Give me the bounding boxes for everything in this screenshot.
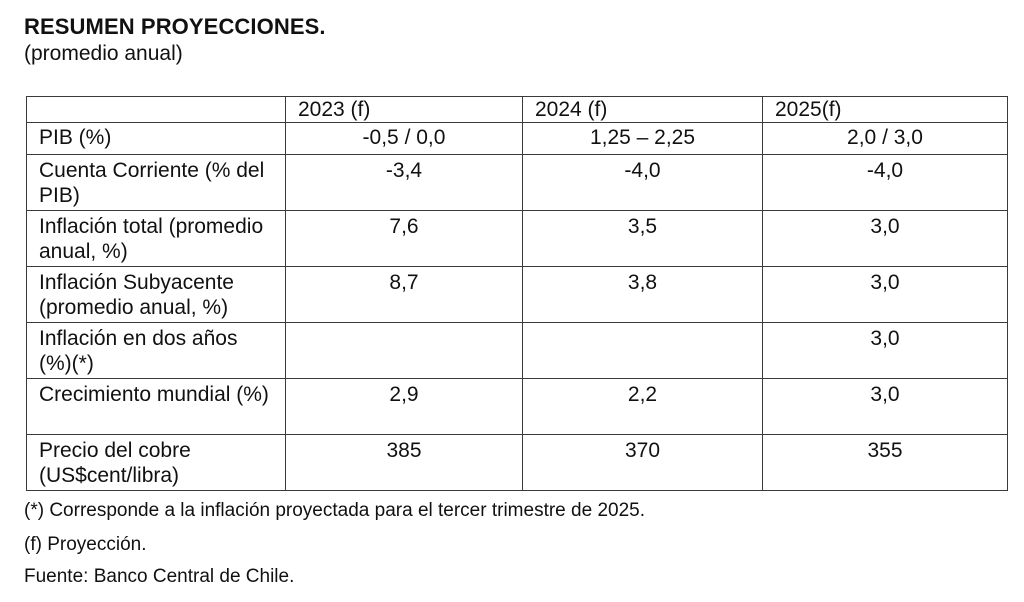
cell-2025: -4,0 [762,154,1008,211]
table-row-crecimiento-mundial: Crecimiento mundial (%) 2,9 2,2 3,0 [26,378,1008,435]
footnote-text: (*) Corresponde a la inflación proyectad… [24,500,645,521]
cell-2024 [522,322,763,379]
cell-2023: 8,7 [285,266,523,323]
row-label: Crecimiento mundial (%) [26,378,286,435]
column-header-empty [26,96,286,123]
row-label: Inflación en dos años (%)(*) [26,322,286,379]
table-row-inflacion-dos-anos: Inflación en dos años (%)(*) 3,0 [26,322,1008,379]
row-label: PIB (%) [26,122,286,155]
row-label: Cuenta Corriente (% del PIB) [26,154,286,211]
row-label: Precio del cobre (US$cent/libra) [26,434,286,491]
cell-2023: 385 [285,434,523,491]
table-row-cuenta-corriente: Cuenta Corriente (% del PIB) -3,4 -4,0 -… [26,154,1008,211]
table-row-inflacion-total: Inflación total (promedio anual, %) 7,6 … [26,210,1008,267]
cell-2024: 3,5 [522,210,763,267]
cell-2025: 355 [762,434,1008,491]
cell-2024: -4,0 [522,154,763,211]
cell-2024: 2,2 [522,378,763,435]
cell-2024: 370 [522,434,763,491]
cell-2025: 2,0 / 3,0 [762,122,1008,155]
table-row-inflacion-subyacente: Inflación Subyacente (promedio anual, %)… [26,266,1008,323]
cell-2025: 3,0 [762,378,1008,435]
source-note: Fuente: Banco Central de Chile. [24,566,295,587]
projections-table: 2023 (f) 2024 (f) 2025(f) PIB (%) -0,5 /… [26,96,1008,491]
cell-2023: -3,4 [285,154,523,211]
column-header-2024: 2024 (f) [522,96,763,123]
row-label: Inflación total (promedio anual, %) [26,210,286,267]
cell-2025: 3,0 [762,266,1008,323]
column-header-2025: 2025(f) [762,96,1008,123]
cell-2024: 1,25 – 2,25 [522,122,763,155]
page-subtitle: (promedio anual) [24,42,183,65]
page-title: RESUMEN PROYECCIONES. [24,14,326,39]
row-label: Inflación Subyacente (promedio anual, %) [26,266,286,323]
cell-2023 [285,322,523,379]
cell-2025: 3,0 [762,210,1008,267]
column-header-2023: 2023 (f) [285,96,523,123]
cell-2023: -0,5 / 0,0 [285,122,523,155]
table-row-pib: PIB (%) -0,5 / 0,0 1,25 – 2,25 2,0 / 3,0 [26,122,1008,155]
cell-2023: 2,9 [285,378,523,435]
cell-2025: 3,0 [762,322,1008,379]
table-row-precio-cobre: Precio del cobre (US$cent/libra) 385 370… [26,434,1008,491]
forecast-note: (f) Proyección. [24,534,147,555]
cell-2024: 3,8 [522,266,763,323]
table-header-row: 2023 (f) 2024 (f) 2025(f) [26,96,1008,123]
cell-2023: 7,6 [285,210,523,267]
